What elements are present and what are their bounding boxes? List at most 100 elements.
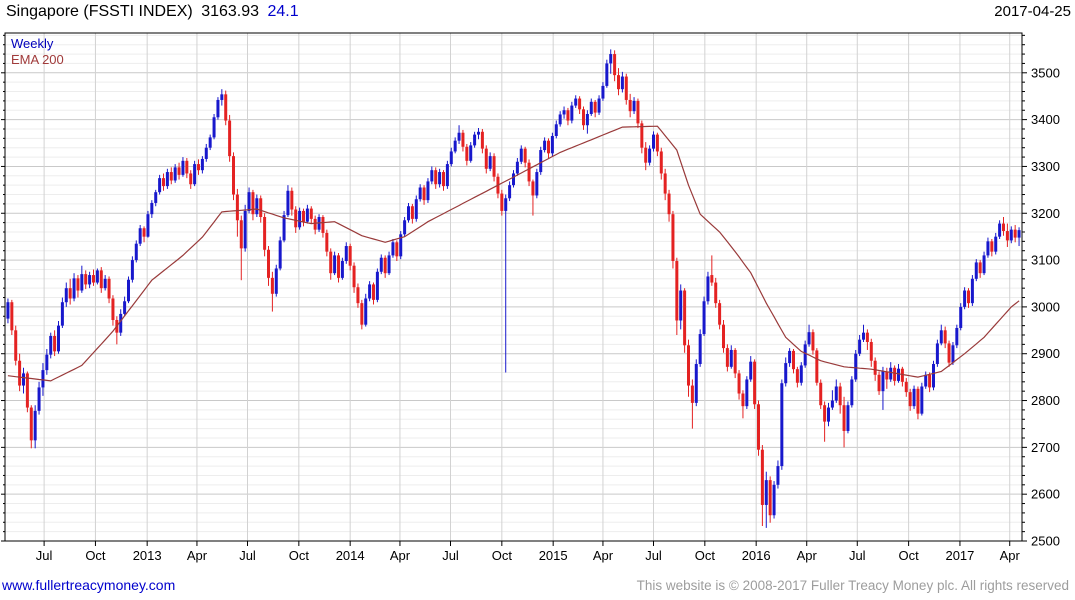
candle-up — [543, 140, 547, 151]
candle-down — [189, 173, 193, 185]
candle-down — [294, 209, 298, 228]
candle-up — [920, 386, 924, 414]
x-axis-label: Jul — [645, 548, 662, 563]
candle-up — [399, 234, 403, 257]
candle-up — [648, 148, 652, 163]
candle-up — [558, 114, 562, 125]
y-axis-label: 3200 — [1031, 206, 1060, 221]
candle-up — [912, 388, 916, 407]
copyright-text: This website is © 2008-2017 Fuller Treac… — [636, 578, 1069, 593]
candle-down — [811, 332, 815, 351]
candle-up — [391, 242, 395, 256]
candle-up — [788, 350, 792, 364]
candle-down — [823, 405, 827, 422]
legend-series-label: Weekly — [11, 36, 54, 51]
candle-down — [259, 198, 263, 218]
candle-down — [68, 288, 72, 299]
price-change: 24.1 — [267, 3, 299, 20]
candle-down — [667, 193, 671, 215]
candle-up — [445, 164, 449, 187]
candle-down — [659, 151, 663, 174]
candle-down — [842, 405, 846, 431]
x-axis-label: Oct — [289, 548, 310, 563]
candle-down — [978, 262, 982, 274]
candle-down — [943, 330, 947, 344]
candle-up — [449, 151, 453, 165]
candle-up — [862, 332, 865, 340]
candle-down — [309, 208, 313, 219]
candle-down — [663, 173, 667, 194]
candle-up — [694, 364, 698, 403]
candle-up — [200, 158, 204, 171]
candle-up — [1009, 229, 1013, 241]
candle-up — [889, 367, 893, 380]
candle-down — [111, 298, 115, 321]
candle-down — [617, 75, 620, 90]
candle-down — [628, 99, 632, 112]
candle-down — [613, 54, 617, 76]
candle-down — [768, 480, 772, 516]
candle-up — [216, 99, 220, 118]
candle-up — [127, 279, 130, 302]
candle-up — [702, 301, 706, 335]
candle-down — [185, 160, 189, 174]
candle-down — [741, 393, 745, 407]
y-axis-label: 3500 — [1031, 65, 1060, 80]
candle-down — [313, 218, 317, 230]
candle-down — [169, 172, 173, 181]
candle-up — [986, 241, 990, 256]
y-axis-label: 3400 — [1031, 112, 1060, 127]
candle-up — [609, 54, 613, 64]
candle-down — [422, 187, 426, 201]
y-axis-label: 2500 — [1031, 534, 1060, 549]
candle-up — [387, 255, 391, 274]
candle-up — [951, 345, 955, 363]
chart-date: 2017-04-25 — [994, 3, 1071, 20]
candle-up — [6, 302, 10, 319]
y-axis-label: 2600 — [1031, 487, 1060, 502]
candle-down — [442, 172, 445, 187]
candle-up — [963, 290, 967, 307]
x-axis-label: Oct — [695, 548, 716, 563]
instrument-name: Singapore (FSSTI INDEX) — [6, 3, 193, 20]
candle-down — [99, 270, 103, 289]
candle-down — [228, 120, 232, 157]
candle-up — [255, 198, 259, 215]
candle-up — [706, 276, 710, 302]
candle-up — [379, 257, 383, 272]
candle-up — [535, 172, 539, 196]
candle-down — [819, 382, 823, 406]
candle-up — [430, 170, 434, 182]
vertical-gridlines — [43, 33, 1011, 541]
x-axis-label: Apr — [187, 548, 208, 563]
x-axis-label: Oct — [492, 548, 513, 563]
candle-up — [605, 63, 609, 86]
candle-down — [722, 324, 725, 349]
candle-down — [900, 368, 904, 382]
candle-down — [792, 350, 795, 370]
candle-down — [1005, 231, 1009, 241]
x-axis-label: 2017 — [945, 548, 974, 563]
candle-up — [982, 255, 986, 274]
candle-down — [671, 214, 675, 262]
website-link[interactable]: www.fullertreacymoney.com — [2, 577, 176, 593]
candle-up — [457, 132, 461, 141]
candle-up — [88, 275, 92, 285]
candle-up — [64, 288, 68, 303]
candle-up — [764, 480, 768, 505]
candle-down — [710, 275, 714, 283]
candle-down — [795, 369, 799, 383]
candle-down — [352, 265, 356, 288]
candle-down — [990, 241, 994, 252]
candle-down — [290, 190, 294, 210]
candle-down — [235, 194, 239, 221]
y-axis-label: 3300 — [1031, 159, 1060, 174]
candle-down — [484, 148, 488, 169]
candle-down — [908, 392, 912, 407]
candle-down — [25, 373, 29, 408]
candle-up — [154, 192, 158, 203]
candle-up — [508, 185, 512, 199]
candle-up — [784, 363, 788, 384]
candle-down — [356, 287, 360, 304]
candle-up — [208, 137, 212, 148]
